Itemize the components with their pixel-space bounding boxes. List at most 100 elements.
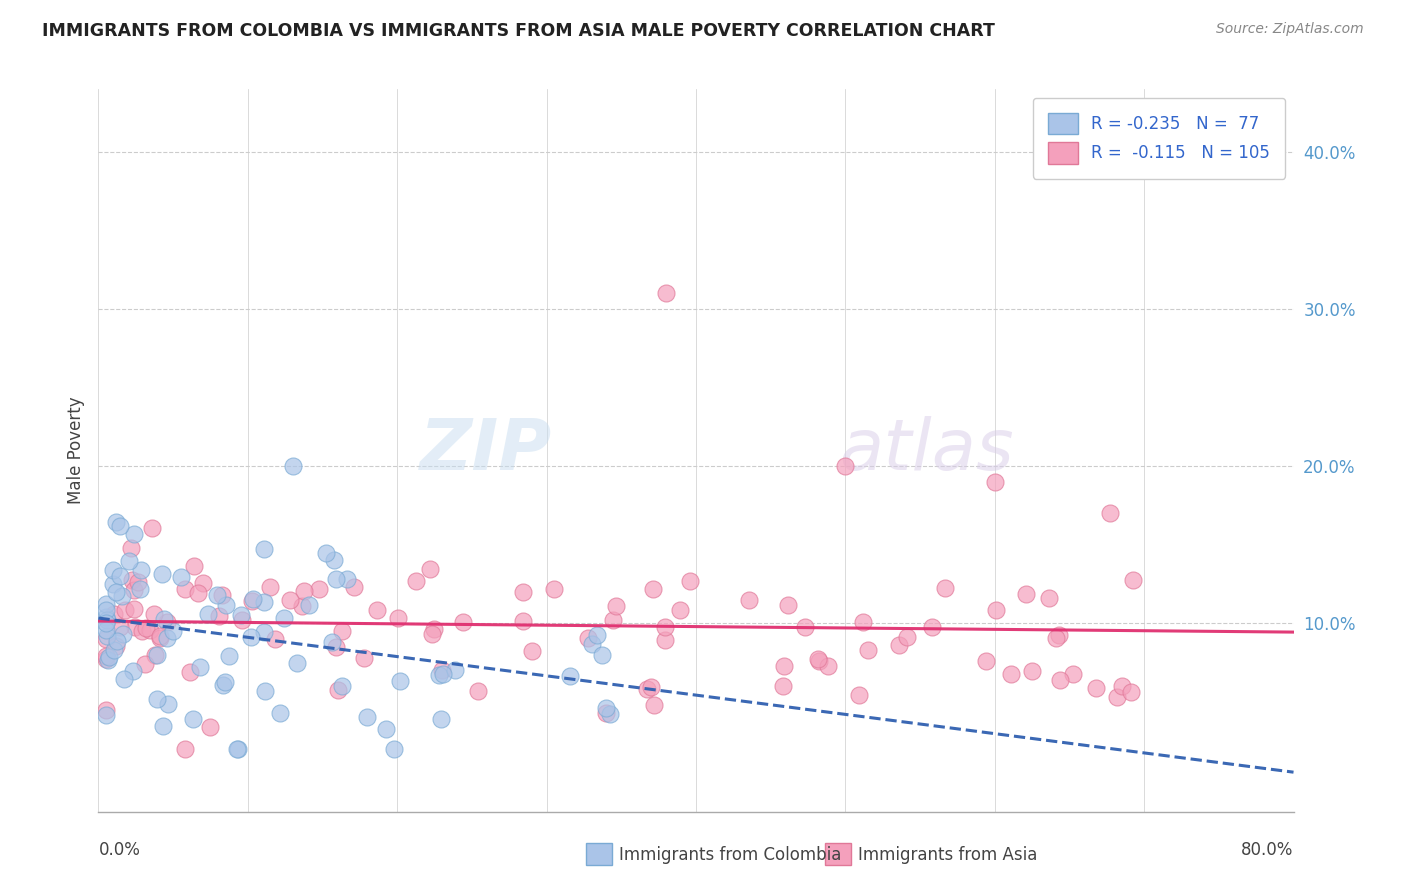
Point <box>605 599 627 613</box>
Point <box>121 573 143 587</box>
Point <box>170 570 193 584</box>
Text: Immigrants from Asia: Immigrants from Asia <box>858 846 1038 863</box>
Point <box>848 688 870 702</box>
Point <box>852 615 875 629</box>
Point <box>543 582 565 596</box>
Point <box>239 630 262 644</box>
Point <box>595 701 617 715</box>
Point <box>1121 685 1143 699</box>
Point <box>738 592 761 607</box>
Y-axis label: Male Poverty: Male Poverty <box>66 397 84 504</box>
Point <box>122 583 145 598</box>
Point <box>281 459 304 474</box>
Point <box>640 680 662 694</box>
Point <box>1111 679 1133 693</box>
Point <box>427 668 450 682</box>
Point <box>330 624 353 638</box>
Point <box>834 459 856 474</box>
Point <box>643 698 665 712</box>
Point <box>405 574 427 589</box>
Point <box>654 620 676 634</box>
Point <box>94 610 117 624</box>
Point <box>129 562 152 576</box>
Point <box>211 588 233 602</box>
Point <box>325 640 347 654</box>
Point <box>512 614 534 628</box>
Point <box>353 650 375 665</box>
Point <box>122 665 145 679</box>
Point <box>108 569 131 583</box>
Point <box>259 581 281 595</box>
Point <box>101 577 124 591</box>
Point <box>1105 690 1128 705</box>
Point <box>148 631 170 645</box>
Point <box>200 720 222 734</box>
Point <box>586 628 609 642</box>
Point <box>1038 591 1060 605</box>
Text: Immigrants from Colombia: Immigrants from Colombia <box>619 846 841 863</box>
Point <box>984 475 1007 489</box>
Bar <box>825 843 851 865</box>
Point <box>278 593 301 607</box>
Point <box>139 623 162 637</box>
Point <box>291 599 314 614</box>
Point <box>263 632 285 646</box>
Point <box>131 624 153 639</box>
Point <box>104 639 127 653</box>
Point <box>595 706 617 721</box>
Point <box>253 684 276 698</box>
Point <box>98 650 121 665</box>
Point <box>817 658 839 673</box>
Point <box>599 706 621 721</box>
Point <box>807 654 830 668</box>
Point <box>197 607 219 621</box>
Point <box>285 657 308 671</box>
Point <box>205 588 228 602</box>
Point <box>134 657 156 672</box>
Point <box>325 572 347 586</box>
Point <box>1098 506 1121 520</box>
Legend: R = -0.235   N =  77, R =  -0.115   N = 105: R = -0.235 N = 77, R = -0.115 N = 105 <box>1033 97 1285 178</box>
Point <box>512 585 534 599</box>
Point <box>94 598 117 612</box>
Point <box>124 526 146 541</box>
Point <box>146 692 169 706</box>
Point <box>273 611 295 625</box>
Point <box>419 562 441 576</box>
Point <box>94 632 117 647</box>
Point <box>187 586 209 600</box>
Point <box>430 712 453 726</box>
Point <box>141 521 163 535</box>
Text: IMMIGRANTS FROM COLOMBIA VS IMMIGRANTS FROM ASIA MALE POVERTY CORRELATION CHART: IMMIGRANTS FROM COLOMBIA VS IMMIGRANTS F… <box>42 22 995 40</box>
Point <box>636 681 658 696</box>
Point <box>430 663 453 677</box>
Point <box>94 648 117 663</box>
Point <box>641 582 664 597</box>
Point <box>451 615 474 630</box>
Point <box>308 582 330 597</box>
Point <box>252 542 274 557</box>
Point <box>156 697 179 711</box>
Point <box>292 583 315 598</box>
Point <box>253 624 276 639</box>
Point <box>111 626 134 640</box>
Point <box>108 519 131 533</box>
Point <box>94 615 117 630</box>
Point <box>654 633 676 648</box>
Point <box>231 613 253 627</box>
Point <box>326 683 349 698</box>
Point <box>155 615 177 629</box>
Point <box>1062 666 1084 681</box>
Point <box>655 286 678 301</box>
Point <box>921 620 943 634</box>
Text: Source: ZipAtlas.com: Source: ZipAtlas.com <box>1216 22 1364 37</box>
Point <box>934 581 956 595</box>
Point <box>226 742 249 756</box>
Text: atlas: atlas <box>839 416 1014 485</box>
Point <box>773 658 796 673</box>
Point <box>218 648 240 663</box>
Point <box>214 599 236 613</box>
Point <box>94 651 117 665</box>
Point <box>1015 587 1038 601</box>
Point <box>149 630 172 644</box>
